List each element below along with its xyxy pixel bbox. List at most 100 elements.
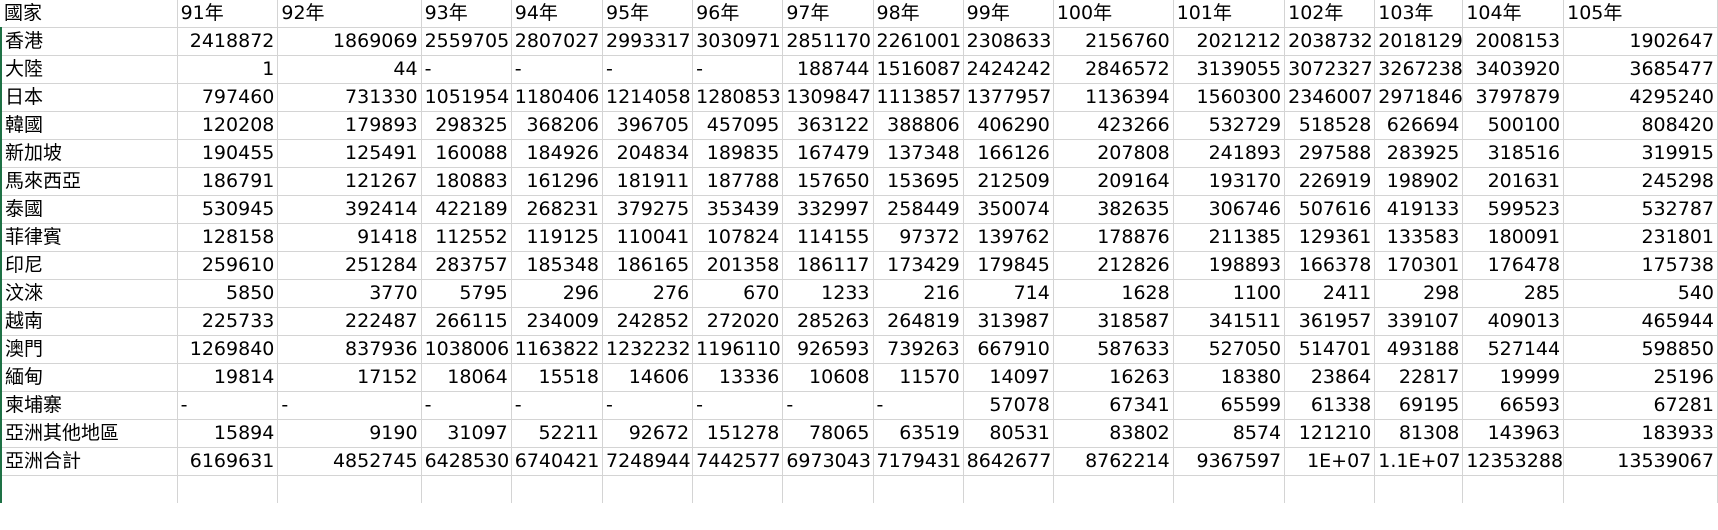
cell-value[interactable]: 4295240 bbox=[1563, 83, 1718, 112]
cell-value[interactable]: 231801 bbox=[1563, 223, 1718, 252]
cell-value[interactable]: 10608 bbox=[782, 363, 874, 392]
cell-value[interactable]: 1869069 bbox=[277, 27, 422, 56]
cell-country[interactable]: 汶淶 bbox=[0, 279, 178, 308]
cell-value[interactable]: 598850 bbox=[1563, 335, 1718, 364]
cell-value[interactable]: 7442577 bbox=[692, 447, 784, 476]
cell-country[interactable]: 緬甸 bbox=[0, 363, 178, 392]
cell-value[interactable]: 69195 bbox=[1374, 391, 1464, 420]
header-cell-year[interactable]: 92年 bbox=[277, 0, 422, 28]
cell-value[interactable]: 422189 bbox=[421, 195, 512, 224]
cell-value[interactable]: 361957 bbox=[1284, 307, 1376, 336]
cell-value[interactable]: 1214058 bbox=[602, 83, 694, 112]
empty-cell[interactable] bbox=[1563, 475, 1718, 503]
cell-value[interactable]: 114155 bbox=[782, 223, 874, 252]
cell-value[interactable]: 8762214 bbox=[1053, 447, 1174, 476]
cell-value[interactable]: 283925 bbox=[1374, 139, 1464, 168]
empty-cell[interactable] bbox=[0, 475, 178, 503]
cell-value[interactable]: 285 bbox=[1462, 279, 1565, 308]
cell-value[interactable]: 186165 bbox=[602, 251, 694, 280]
cell-value[interactable]: 423266 bbox=[1053, 111, 1174, 140]
cell-value[interactable]: 112552 bbox=[421, 223, 512, 252]
cell-value[interactable]: 368206 bbox=[511, 111, 603, 140]
cell-value[interactable]: 67341 bbox=[1053, 391, 1174, 420]
cell-value[interactable]: 2424242 bbox=[963, 55, 1054, 84]
empty-cell[interactable] bbox=[421, 475, 512, 503]
cell-value[interactable]: 739263 bbox=[873, 335, 964, 364]
cell-value[interactable]: 107824 bbox=[692, 223, 784, 252]
cell-value[interactable]: 3030971 bbox=[692, 27, 784, 56]
cell-value[interactable]: 2156760 bbox=[1053, 27, 1174, 56]
cell-value[interactable]: 6973043 bbox=[782, 447, 874, 476]
cell-value[interactable]: 1163822 bbox=[511, 335, 603, 364]
cell-value[interactable]: 350074 bbox=[963, 195, 1054, 224]
cell-value[interactable]: 184926 bbox=[511, 139, 603, 168]
cell-value[interactable]: 66593 bbox=[1462, 391, 1565, 420]
empty-cell[interactable] bbox=[692, 475, 784, 503]
cell-value[interactable]: 129361 bbox=[1284, 223, 1376, 252]
cell-value[interactable]: 2971846 bbox=[1374, 83, 1464, 112]
cell-value[interactable]: 2018129 bbox=[1374, 27, 1464, 56]
cell-value[interactable]: 153695 bbox=[873, 167, 964, 196]
cell-value[interactable]: 25196 bbox=[1563, 363, 1718, 392]
cell-value[interactable]: 245298 bbox=[1563, 167, 1718, 196]
cell-value[interactable]: 419133 bbox=[1374, 195, 1464, 224]
cell-value[interactable]: 204834 bbox=[602, 139, 694, 168]
cell-value[interactable]: 363122 bbox=[782, 111, 874, 140]
cell-country[interactable]: 印尼 bbox=[0, 251, 178, 280]
cell-value[interactable]: 160088 bbox=[421, 139, 512, 168]
cell-value[interactable]: 2993317 bbox=[602, 27, 694, 56]
cell-value[interactable]: 11570 bbox=[873, 363, 964, 392]
cell-value[interactable]: 81308 bbox=[1374, 419, 1464, 448]
cell-value[interactable]: 15518 bbox=[511, 363, 603, 392]
cell-value[interactable]: 19999 bbox=[1462, 363, 1565, 392]
empty-cell[interactable] bbox=[1284, 475, 1376, 503]
cell-value[interactable]: 242852 bbox=[602, 307, 694, 336]
empty-cell[interactable] bbox=[177, 475, 279, 503]
cell-value[interactable]: 3685477 bbox=[1563, 55, 1718, 84]
cell-value[interactable]: 6428530 bbox=[421, 447, 512, 476]
cell-value[interactable]: 379275 bbox=[602, 195, 694, 224]
cell-value[interactable]: 212509 bbox=[963, 167, 1054, 196]
cell-value[interactable]: 493188 bbox=[1374, 335, 1464, 364]
cell-value[interactable]: 31097 bbox=[421, 419, 512, 448]
cell-value[interactable]: 173429 bbox=[873, 251, 964, 280]
cell-value[interactable]: 67281 bbox=[1563, 391, 1718, 420]
cell-country[interactable]: 越南 bbox=[0, 307, 178, 336]
cell-value[interactable]: 3267238 bbox=[1374, 55, 1464, 84]
cell-country[interactable]: 柬埔寨 bbox=[0, 391, 178, 420]
cell-value[interactable]: 2851170 bbox=[782, 27, 874, 56]
cell-value[interactable]: 1100 bbox=[1173, 279, 1286, 308]
empty-cell[interactable] bbox=[602, 475, 694, 503]
cell-value[interactable]: 161296 bbox=[511, 167, 603, 196]
cell-value[interactable]: 178876 bbox=[1053, 223, 1174, 252]
empty-cell[interactable] bbox=[873, 475, 964, 503]
cell-value[interactable]: 318587 bbox=[1053, 307, 1174, 336]
cell-value[interactable]: 1232232 bbox=[602, 335, 694, 364]
cell-value[interactable]: 258449 bbox=[873, 195, 964, 224]
cell-value[interactable]: 151278 bbox=[692, 419, 784, 448]
cell-value[interactable]: 15894 bbox=[177, 419, 279, 448]
cell-value[interactable]: 17152 bbox=[277, 363, 422, 392]
cell-country[interactable]: 澳門 bbox=[0, 335, 178, 364]
cell-value[interactable]: 2418872 bbox=[177, 27, 279, 56]
cell-value[interactable]: 3139055 bbox=[1173, 55, 1286, 84]
cell-value[interactable]: 1113857 bbox=[873, 83, 964, 112]
cell-value[interactable]: 78065 bbox=[782, 419, 874, 448]
cell-value[interactable]: - bbox=[511, 391, 603, 420]
cell-value[interactable]: 222487 bbox=[277, 307, 422, 336]
cell-value[interactable]: 353439 bbox=[692, 195, 784, 224]
cell-value[interactable]: 532729 bbox=[1173, 111, 1286, 140]
header-cell-year[interactable]: 102年 bbox=[1284, 0, 1376, 28]
cell-value[interactable]: 80531 bbox=[963, 419, 1054, 448]
header-cell-country[interactable]: 國家 bbox=[1, 0, 178, 28]
header-cell-year[interactable]: 99年 bbox=[963, 0, 1054, 28]
cell-country[interactable]: 香港 bbox=[0, 27, 178, 56]
cell-value[interactable]: 180883 bbox=[421, 167, 512, 196]
cell-value[interactable]: 198902 bbox=[1374, 167, 1464, 196]
cell-value[interactable]: 179893 bbox=[277, 111, 422, 140]
cell-value[interactable]: 137348 bbox=[873, 139, 964, 168]
cell-value[interactable]: 388806 bbox=[873, 111, 964, 140]
cell-value[interactable]: 1051954 bbox=[421, 83, 512, 112]
cell-value[interactable]: 6740421 bbox=[511, 447, 603, 476]
cell-value[interactable]: 2038732 bbox=[1284, 27, 1376, 56]
